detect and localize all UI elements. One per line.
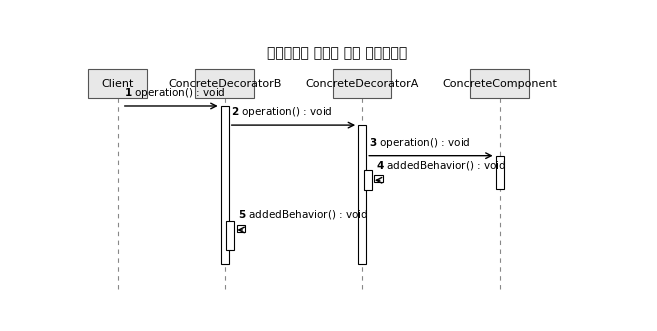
Bar <box>495 156 504 189</box>
Text: $\bf{3}$ operation() : void: $\bf{3}$ operation() : void <box>369 136 470 150</box>
Bar <box>237 225 245 232</box>
Bar <box>195 69 254 98</box>
Text: ConcreteDecoratorB: ConcreteDecoratorB <box>168 79 281 89</box>
Text: $\bf{4}$ addedBehavior() : void: $\bf{4}$ addedBehavior() : void <box>376 159 506 171</box>
Text: $\bf{5}$ addedBehavior() : void: $\bf{5}$ addedBehavior() : void <box>238 208 369 221</box>
Bar <box>374 175 382 182</box>
Bar <box>221 106 229 264</box>
Text: ConcreteDecoratorA: ConcreteDecoratorA <box>306 79 419 89</box>
Text: $\bf{1}$ operation() : void: $\bf{1}$ operation() : void <box>124 86 226 100</box>
Bar <box>333 69 392 98</box>
Bar <box>89 69 147 98</box>
Bar <box>358 125 366 264</box>
Bar <box>226 221 235 250</box>
Text: Client: Client <box>102 79 134 89</box>
Text: $\bf{2}$ operation() : void: $\bf{2}$ operation() : void <box>231 106 333 119</box>
Text: 데커레이터 패턴의 순차 다이어그램: 데커레이터 패턴의 순차 다이어그램 <box>267 46 407 60</box>
Text: ConcreteComponent: ConcreteComponent <box>442 79 557 89</box>
Bar <box>364 170 372 190</box>
Bar <box>470 69 529 98</box>
